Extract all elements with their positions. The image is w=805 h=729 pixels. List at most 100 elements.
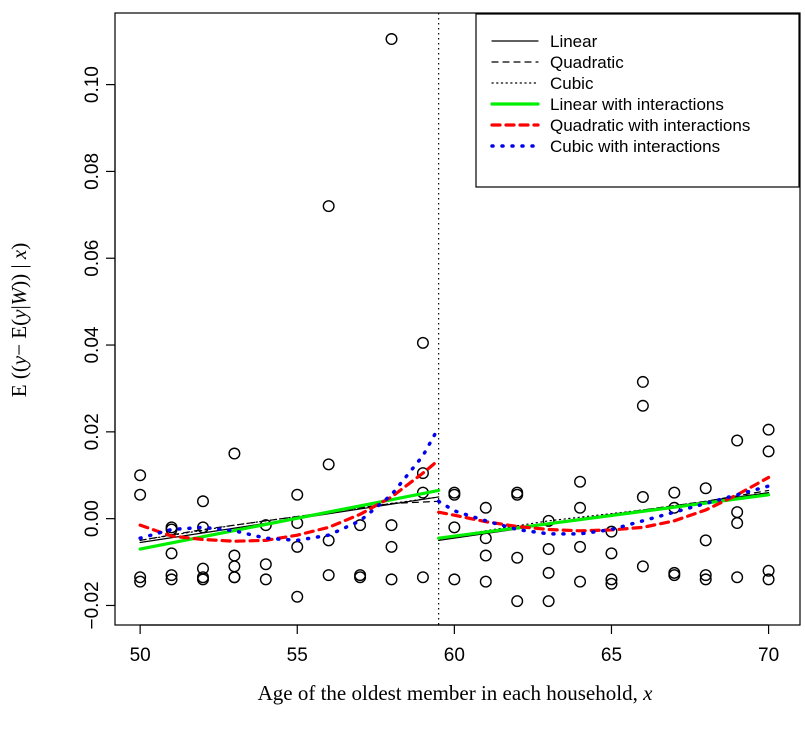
- y-axis-title-part-0: E ((: [7, 365, 31, 397]
- data-point: [542, 514, 555, 527]
- data-point: [134, 488, 147, 501]
- data-point: [416, 571, 429, 584]
- x-tick-label: 65: [601, 645, 622, 666]
- data-point: [762, 573, 775, 586]
- data-point: [668, 569, 681, 582]
- data-point: [385, 33, 398, 46]
- data-point: [574, 475, 587, 488]
- data-point: [291, 590, 304, 603]
- y-tick-label: 0.10: [82, 66, 103, 103]
- data-point: [731, 571, 744, 584]
- y-axis-title-part-5: W: [7, 285, 31, 305]
- data-point: [542, 543, 555, 556]
- data-point: [448, 488, 461, 501]
- data-point: [196, 573, 209, 586]
- data-point: [416, 336, 429, 349]
- data-point: [134, 571, 147, 584]
- x-tick-label: 60: [444, 645, 465, 666]
- data-point: [636, 490, 649, 503]
- y-tick-label: 0.04: [82, 326, 103, 363]
- y-axis-title-part-4: |: [7, 305, 31, 309]
- data-point: [416, 467, 429, 480]
- data-point: [259, 573, 272, 586]
- y-axis-title-part-2: − E(: [7, 319, 31, 356]
- data-point: [291, 488, 304, 501]
- y-axis-title-part-6: )) |: [7, 259, 31, 288]
- data-point: [699, 534, 712, 547]
- data-point: [228, 549, 241, 562]
- y-axis-title-part-8: ): [7, 243, 31, 250]
- data-point: [259, 558, 272, 571]
- data-point: [574, 501, 587, 514]
- series-line-1-left: [139, 500, 440, 541]
- data-point: [542, 595, 555, 608]
- data-point: [605, 547, 618, 560]
- y-tick-label: 0.08: [82, 153, 103, 190]
- data-point: [731, 506, 744, 519]
- data-point: [385, 519, 398, 532]
- series-line-4-left: [138, 458, 441, 543]
- data-point: [479, 549, 492, 562]
- data-point: [636, 375, 649, 388]
- data-point: [511, 595, 524, 608]
- legend-label: Linear: [550, 32, 598, 51]
- data-point: [668, 486, 681, 499]
- series-line-5-right: [436, 484, 771, 536]
- data-point: [322, 200, 335, 213]
- data-point: [479, 501, 492, 514]
- data-point: [511, 488, 524, 501]
- data-point: [291, 540, 304, 553]
- data-point: [699, 482, 712, 495]
- data-point: [731, 434, 744, 447]
- legend-box: [475, 13, 800, 188]
- data-point: [762, 445, 775, 458]
- data-point: [228, 560, 241, 573]
- series-line-3-right: [437, 493, 771, 540]
- y-tick-label: 0.02: [82, 413, 103, 450]
- data-point: [636, 399, 649, 412]
- data-point: [448, 573, 461, 586]
- legend-label: Linear with interactions: [550, 95, 724, 114]
- data-point: [762, 564, 775, 577]
- data-point: [134, 469, 147, 482]
- data-point: [605, 577, 618, 590]
- y-axis-title-part-7: x: [7, 249, 31, 260]
- y-axis-title: E ((y− E(y|W)) | x): [7, 243, 31, 397]
- x-tick-label: 50: [130, 645, 151, 666]
- legend-label: Quadratic with interactions: [550, 116, 750, 135]
- legend-label: Quadratic: [550, 53, 624, 72]
- series-line-5-left: [138, 425, 441, 543]
- series-line-2-left: [139, 496, 440, 541]
- data-point: [699, 569, 712, 582]
- series-line-4-right: [437, 475, 771, 533]
- data-point: [228, 447, 241, 460]
- x-axis-title-text: Age of the oldest member in each househo…: [258, 681, 643, 705]
- data-point: [479, 575, 492, 588]
- x-axis-title: Age of the oldest member in each househo…: [258, 681, 653, 705]
- data-point: [731, 517, 744, 530]
- y-tick-label: 0.00: [82, 500, 103, 537]
- data-point: [385, 573, 398, 586]
- data-point: [636, 560, 649, 573]
- data-point: [322, 569, 335, 582]
- data-point: [228, 571, 241, 584]
- legend-label: Cubic with interactions: [550, 137, 720, 156]
- data-point: [196, 495, 209, 508]
- y-axis-title-part-1: y: [7, 355, 31, 367]
- x-axis-title-variable: x: [642, 681, 653, 705]
- y-axis: −0.02 0.00 0.02 0.04 0.06 0.08 0.10: [82, 66, 116, 630]
- x-tick-label: 70: [758, 645, 779, 666]
- data-point: [165, 573, 178, 586]
- y-tick-label: −0.02: [82, 581, 103, 629]
- data-point: [699, 573, 712, 586]
- data-point: [448, 521, 461, 534]
- y-tick-label: 0.06: [82, 240, 103, 277]
- y-axis-title-part-3: y: [7, 309, 31, 321]
- data-point: [165, 547, 178, 560]
- x-tick-label: 55: [287, 645, 308, 666]
- data-point: [165, 569, 178, 582]
- data-point: [542, 566, 555, 579]
- data-point: [574, 575, 587, 588]
- data-point: [574, 540, 587, 553]
